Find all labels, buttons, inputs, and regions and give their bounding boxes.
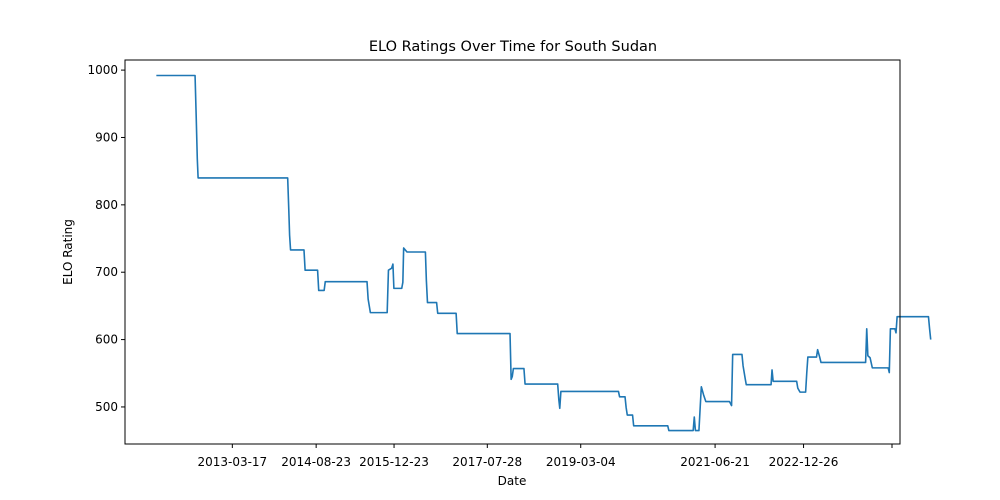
y-tick-label: 600 <box>95 333 118 347</box>
x-tick-label: 2013-03-17 <box>197 455 267 469</box>
x-tick-label: 2017-07-28 <box>452 455 522 469</box>
y-tick-label: 700 <box>95 265 118 279</box>
y-tick-label: 500 <box>95 400 118 414</box>
series-line-0 <box>156 74 932 432</box>
y-axis-title: ELO Rating <box>61 219 75 285</box>
axes-frame <box>124 59 901 445</box>
x-axis: 2013-03-17 2014-08-23 2015-12-23 2017-07-28… <box>197 444 893 469</box>
x-tick-label: 2022-12-26 <box>769 455 839 469</box>
x-tick-label: 2021-06-21 <box>680 455 750 469</box>
y-tick-label: 900 <box>95 130 118 144</box>
x-tick-label: 2019-03-04 <box>546 455 616 469</box>
y-tick-label: 800 <box>95 198 118 212</box>
y-tick-label: 1000 <box>87 63 118 77</box>
x-tick-label: 2014-08-23 <box>281 455 351 469</box>
x-tick-label: 2015-12-23 <box>359 455 429 469</box>
y-axis: 500 600 700 800 900 1000 <box>87 63 125 414</box>
plot-area <box>156 74 932 432</box>
chart-title: ELO Ratings Over Time for South Sudan <box>369 39 657 55</box>
x-axis-title: Date <box>498 474 527 488</box>
